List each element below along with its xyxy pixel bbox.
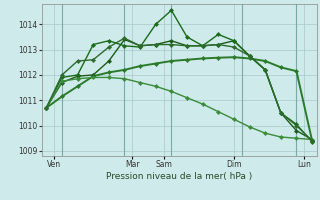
X-axis label: Pression niveau de la mer( hPa ): Pression niveau de la mer( hPa ) — [106, 172, 252, 181]
